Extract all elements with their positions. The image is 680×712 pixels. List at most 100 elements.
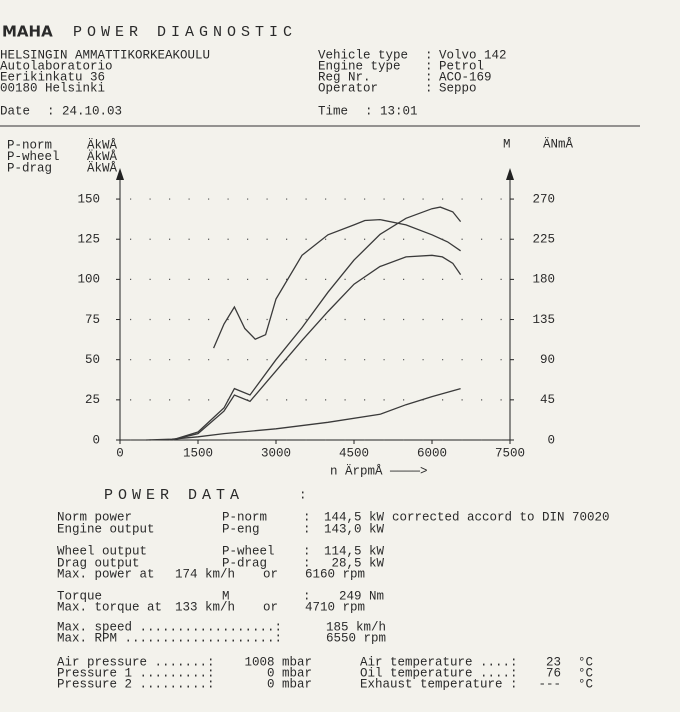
- data-cell: Wheel output: [57, 544, 147, 558]
- separator: :: [47, 104, 55, 118]
- y-tick-label: 50: [85, 353, 100, 367]
- data-cell: corrected accord to DIN 70020: [392, 510, 610, 524]
- x-tick-label: 7500: [495, 446, 525, 460]
- data-cell: 23: [546, 655, 561, 669]
- y-tick-label: 0: [92, 433, 100, 447]
- address-line: 00180 Helsinki: [0, 81, 105, 95]
- data-cell: P-wheel: [222, 544, 275, 558]
- series-line: [171, 254, 462, 441]
- legend-unit: ÄkWÅ: [87, 137, 118, 152]
- data-cell: Pressure 2 .........:: [57, 677, 215, 691]
- data-cell: 76: [546, 666, 561, 680]
- data-cell: or: [263, 567, 278, 581]
- y-tick-label: 75: [85, 313, 100, 327]
- field-label: Operator: [318, 81, 378, 95]
- data-cell: Max. torque at: [57, 600, 162, 614]
- x-tick-label: 4500: [339, 446, 369, 460]
- data-cell: 0 mbar: [267, 666, 312, 680]
- y2-tick-label: 270: [532, 192, 555, 206]
- data-cell: °C: [578, 655, 593, 669]
- field-label: Vehicle type: [318, 48, 408, 62]
- separator: :: [425, 81, 433, 95]
- series-line: [213, 218, 461, 349]
- data-cell: 6160 rpm: [305, 567, 365, 581]
- data-cell: 6550 rpm: [326, 631, 386, 645]
- field-label: Reg Nr.: [318, 70, 371, 84]
- data-cell: 4710 rpm: [305, 600, 365, 614]
- x-tick-label: 1500: [183, 446, 213, 460]
- legend-unit: ÄkWÅ: [87, 149, 118, 164]
- data-cell: :: [303, 556, 311, 570]
- data-cell: 143,0 kW: [324, 522, 385, 536]
- address-line: HELSINGIN AMMATTIKORKEAKOULU: [0, 48, 210, 62]
- data-cell: Oil temperature ....:: [360, 666, 518, 680]
- data-cell: 144,5 kW: [324, 510, 385, 524]
- data-cell: Max. power at: [57, 567, 155, 581]
- data-cell: Max. speed ..................:: [57, 620, 282, 634]
- address-line: Autolaboratorio: [0, 59, 113, 73]
- data-cell: M: [222, 589, 230, 603]
- time-value: 13:01: [380, 104, 418, 118]
- y2-tick-label: 180: [532, 273, 555, 287]
- data-cell: °C: [578, 677, 593, 691]
- title: POWER DIAGNOSTIC: [73, 24, 297, 41]
- data-cell: °C: [578, 666, 593, 680]
- y2-tick-label: 225: [532, 233, 555, 247]
- y-tick-label: 100: [77, 273, 100, 287]
- x-tick-label: 6000: [417, 446, 447, 460]
- legend-name: P-norm: [7, 138, 52, 152]
- x-axis-label: n ÄrpmÅ ————>: [330, 463, 428, 478]
- series-line: [145, 387, 461, 441]
- separator: :: [425, 70, 433, 84]
- data-cell: 185 km/h: [326, 620, 386, 634]
- legend-name: P-drag: [7, 161, 52, 175]
- data-cell: 249 Nm: [339, 589, 384, 603]
- y2-tick-label: 135: [532, 313, 555, 327]
- field-label: Engine type: [318, 59, 401, 73]
- data-cell: Norm power: [57, 510, 132, 524]
- x-tick-label: 3000: [261, 446, 291, 460]
- legend-unit: ÄkWÅ: [87, 160, 118, 175]
- data-cell: P-norm: [222, 510, 267, 524]
- legend-unit: ÄNmÅ: [543, 136, 574, 151]
- address-line: Eerikinkatu 36: [0, 70, 105, 84]
- y2-tick-label: 90: [540, 353, 555, 367]
- data-cell: 28,5 kW: [331, 556, 384, 570]
- data-cell: 174 km/h: [175, 567, 235, 581]
- date-label: Date: [0, 104, 30, 118]
- legend-name: M: [503, 137, 511, 151]
- data-cell: :: [303, 522, 311, 536]
- data-cell: 1008 mbar: [244, 655, 312, 669]
- data-cell: Engine output: [57, 522, 155, 536]
- data-cell: Drag output: [57, 556, 140, 570]
- field-value: Petrol: [439, 59, 484, 73]
- separator: :: [299, 488, 307, 502]
- data-cell: Max. RPM ....................:: [57, 631, 282, 645]
- data-cell: Pressure 1 .........:: [57, 666, 215, 680]
- data-cell: Air temperature ....:: [360, 655, 518, 669]
- x-tick-label: 0: [116, 446, 124, 460]
- separator: :: [365, 104, 373, 118]
- data-cell: 0 mbar: [267, 677, 312, 691]
- field-value: ACO-169: [439, 70, 492, 84]
- y-tick-label: 150: [77, 192, 100, 206]
- y-tick-label: 25: [85, 393, 100, 407]
- data-cell: Exhaust temperature :: [360, 677, 518, 691]
- field-value: Seppo: [439, 81, 477, 95]
- data-cell: ---: [538, 677, 561, 691]
- data-cell: Air pressure .......:: [57, 655, 215, 669]
- data-cell: P-eng: [222, 522, 260, 536]
- data-cell: Torque: [57, 589, 102, 603]
- series-line: [171, 206, 462, 441]
- data-cell: 114,5 kW: [324, 544, 385, 558]
- separator: :: [425, 48, 433, 62]
- date-value: 24.10.03: [62, 104, 122, 118]
- y-tick-label: 125: [77, 233, 100, 247]
- data-cell: or: [263, 600, 278, 614]
- separator: :: [425, 59, 433, 73]
- y2-tick-label: 45: [540, 393, 555, 407]
- data-cell: P-drag: [222, 556, 267, 570]
- data-cell: :: [303, 544, 311, 558]
